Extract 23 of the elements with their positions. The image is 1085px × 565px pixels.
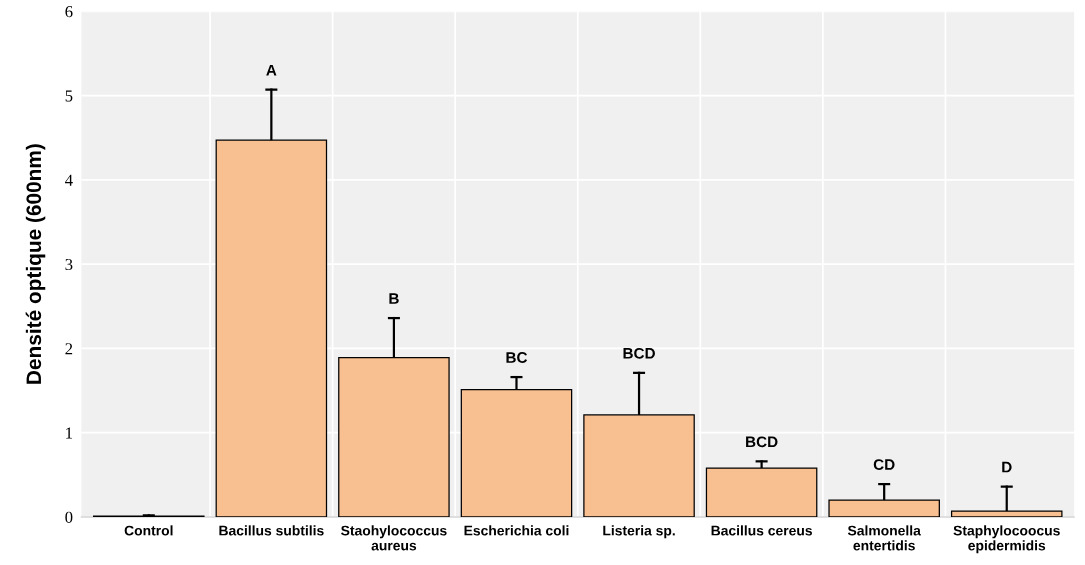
y-tick-label: 3 [65,258,73,271]
annotation: B [389,293,399,304]
annotation: A [266,64,277,76]
x-tick-label: Control [124,525,173,536]
y-tick-label: 1 [66,427,73,439]
y-axis-title: Densité optique (600nm) [25,144,46,384]
annotation: BC [506,352,528,363]
x-tick-label: Bacillus cereus [711,525,812,536]
y-tick-label: 0 [65,511,73,523]
annotation: D [1002,461,1012,473]
x-tick-label: Salmonella entertidis [847,525,921,551]
x-tick-label: Staphylocoocus epidermidis [953,525,1060,554]
annotation: BCD [746,436,778,448]
x-tick-label: Escherichia coli [464,525,569,536]
y-tick-label: 6 [65,6,73,18]
annotation: BCD [623,347,655,359]
annotation: CD [873,459,895,470]
x-tick-label: Staohylococcus aureus [341,525,447,551]
x-tick-label: Listeria sp. [603,525,675,539]
y-tick-label: 4 [65,174,73,186]
x-tick-label: Bacillus subtilis [219,525,324,536]
y-tick-label: 2 [65,343,73,355]
y-tick-label: 5 [65,90,73,102]
